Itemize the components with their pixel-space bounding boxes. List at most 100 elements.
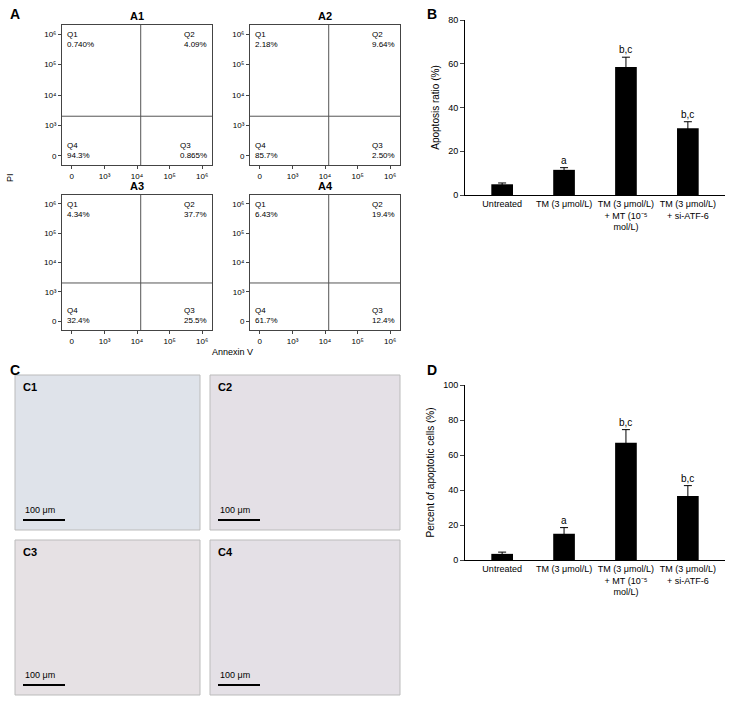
svg-text:10⁶: 10⁶ xyxy=(384,337,396,346)
svg-text:A: A xyxy=(10,6,20,22)
svg-text:Q325.5%: Q325.5% xyxy=(184,306,207,325)
svg-text:0: 0 xyxy=(52,152,57,161)
svg-text:40: 40 xyxy=(448,485,458,495)
svg-text:Q30.865%: Q30.865% xyxy=(180,141,207,160)
svg-text:Q32.50%: Q32.50% xyxy=(372,141,395,160)
svg-text:10⁶: 10⁶ xyxy=(44,200,56,209)
svg-text:a: a xyxy=(561,155,567,166)
svg-text:Q461.7%: Q461.7% xyxy=(255,306,278,325)
svg-text:40: 40 xyxy=(448,103,458,113)
svg-text:PI: PI xyxy=(5,173,15,182)
svg-text:TM (3 μmol/L)+ si-ATF-6: TM (3 μmol/L)+ si-ATF-6 xyxy=(660,199,716,221)
svg-text:TM (3 μmol/L): TM (3 μmol/L) xyxy=(536,199,592,209)
svg-text:10⁴: 10⁴ xyxy=(131,337,144,346)
svg-text:b,c: b,c xyxy=(681,109,694,120)
svg-text:10⁵: 10⁵ xyxy=(163,172,175,181)
svg-text:10⁵: 10⁵ xyxy=(44,229,56,238)
svg-text:10⁶: 10⁶ xyxy=(196,337,208,346)
svg-text:10⁵: 10⁵ xyxy=(351,337,363,346)
svg-text:10⁴: 10⁴ xyxy=(232,91,245,100)
svg-text:0: 0 xyxy=(453,190,458,200)
svg-text:Annexin V: Annexin V xyxy=(212,347,253,357)
svg-text:0: 0 xyxy=(70,172,75,181)
svg-text:10⁶: 10⁶ xyxy=(232,200,244,209)
svg-text:A4: A4 xyxy=(318,180,333,192)
svg-text:0: 0 xyxy=(258,172,263,181)
svg-text:Q16.43%: Q16.43% xyxy=(255,200,278,219)
svg-text:100 μm: 100 μm xyxy=(220,670,250,680)
svg-text:10³: 10³ xyxy=(287,337,299,346)
svg-text:b,c: b,c xyxy=(619,417,632,428)
svg-text:Apoptosis ratio (%): Apoptosis ratio (%) xyxy=(430,65,441,149)
svg-text:0: 0 xyxy=(240,317,245,326)
svg-text:10⁴: 10⁴ xyxy=(319,337,332,346)
svg-text:Untreated: Untreated xyxy=(482,199,522,209)
svg-text:100 μm: 100 μm xyxy=(25,505,55,515)
svg-text:10⁵: 10⁵ xyxy=(44,60,56,69)
svg-text:b,c: b,c xyxy=(619,44,632,55)
svg-text:Q312.4%: Q312.4% xyxy=(372,306,395,325)
svg-text:10³: 10³ xyxy=(233,288,245,297)
svg-text:10⁶: 10⁶ xyxy=(44,30,56,39)
svg-text:a: a xyxy=(561,515,567,526)
svg-text:10⁶: 10⁶ xyxy=(384,172,396,181)
svg-text:A2: A2 xyxy=(318,10,332,22)
svg-text:0: 0 xyxy=(453,555,458,565)
svg-text:C4: C4 xyxy=(218,546,233,558)
svg-text:10⁵: 10⁵ xyxy=(232,229,244,238)
svg-text:C1: C1 xyxy=(23,381,37,393)
svg-text:20: 20 xyxy=(448,520,458,530)
svg-text:Q219.4%: Q219.4% xyxy=(372,200,395,219)
svg-text:10⁵: 10⁵ xyxy=(163,337,175,346)
svg-text:Q432.4%: Q432.4% xyxy=(67,306,90,325)
svg-text:10⁴: 10⁴ xyxy=(44,91,57,100)
svg-text:TM (3 μmol/L)+ MT (10⁻⁵mol/L): TM (3 μmol/L)+ MT (10⁻⁵mol/L) xyxy=(598,564,654,597)
svg-text:Q24.09%: Q24.09% xyxy=(184,30,207,49)
svg-text:10³: 10³ xyxy=(287,172,299,181)
svg-text:100 μm: 100 μm xyxy=(25,670,55,680)
svg-text:20: 20 xyxy=(448,146,458,156)
svg-text:60: 60 xyxy=(448,59,458,69)
svg-text:TM (3 μmol/L)+ si-ATF-6: TM (3 μmol/L)+ si-ATF-6 xyxy=(660,564,716,586)
svg-text:10⁴: 10⁴ xyxy=(232,258,245,267)
svg-text:80: 80 xyxy=(448,415,458,425)
svg-text:10⁵: 10⁵ xyxy=(232,60,244,69)
svg-text:Q237.7%: Q237.7% xyxy=(184,200,207,219)
svg-text:Q485.7%: Q485.7% xyxy=(255,141,278,160)
svg-text:100 μm: 100 μm xyxy=(220,505,250,515)
svg-text:D: D xyxy=(427,362,437,378)
svg-text:10⁴: 10⁴ xyxy=(131,172,144,181)
svg-text:C3: C3 xyxy=(23,546,37,558)
svg-text:Q494.3%: Q494.3% xyxy=(67,141,90,160)
svg-text:10³: 10³ xyxy=(45,288,57,297)
svg-text:Untreated: Untreated xyxy=(482,564,522,574)
svg-text:A1: A1 xyxy=(130,10,144,22)
svg-text:10⁵: 10⁵ xyxy=(351,172,363,181)
svg-text:Q29.64%: Q29.64% xyxy=(372,30,395,49)
svg-text:A3: A3 xyxy=(130,180,144,192)
svg-text:80: 80 xyxy=(448,15,458,25)
svg-text:0: 0 xyxy=(70,337,75,346)
svg-text:b,c: b,c xyxy=(681,473,694,484)
svg-text:100: 100 xyxy=(443,380,458,390)
svg-text:TM (3 μmol/L): TM (3 μmol/L) xyxy=(536,564,592,574)
svg-text:C2: C2 xyxy=(218,381,232,393)
svg-text:Q10.740%: Q10.740% xyxy=(67,30,94,49)
svg-text:Q14.34%: Q14.34% xyxy=(67,200,90,219)
svg-text:Percent of apoptotic cells (%): Percent of apoptotic cells (%) xyxy=(425,407,436,537)
svg-text:B: B xyxy=(427,6,437,22)
svg-text:10⁶: 10⁶ xyxy=(196,172,208,181)
svg-text:10³: 10³ xyxy=(99,172,111,181)
svg-text:10³: 10³ xyxy=(233,121,245,130)
svg-text:10⁴: 10⁴ xyxy=(44,258,57,267)
svg-text:10⁶: 10⁶ xyxy=(232,30,244,39)
svg-text:10⁴: 10⁴ xyxy=(319,172,332,181)
svg-text:C: C xyxy=(10,362,20,378)
svg-text:0: 0 xyxy=(258,337,263,346)
svg-text:0: 0 xyxy=(52,317,57,326)
svg-text:10³: 10³ xyxy=(99,337,111,346)
svg-text:TM (3 μmol/L)+ MT (10⁻⁵mol/L): TM (3 μmol/L)+ MT (10⁻⁵mol/L) xyxy=(598,199,654,232)
svg-text:10³: 10³ xyxy=(45,121,57,130)
svg-text:Q12.18%: Q12.18% xyxy=(255,30,278,49)
svg-text:60: 60 xyxy=(448,450,458,460)
